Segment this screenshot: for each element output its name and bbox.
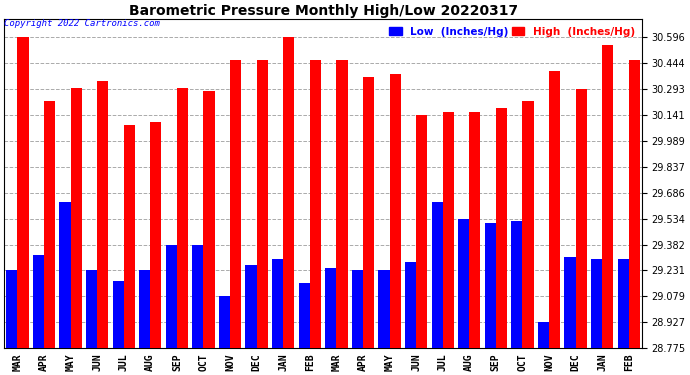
Bar (405, 262, 416, 348)
Bar (177, 88, 188, 348)
Bar (522, 101, 533, 348)
Bar (564, 257, 575, 348)
Title: Barometric Pressure Monthly High/Low 20220317: Barometric Pressure Monthly High/Low 202… (128, 4, 518, 18)
Bar (17, 37, 28, 348)
Bar (618, 259, 629, 348)
Bar (336, 60, 348, 348)
Bar (283, 37, 295, 348)
Bar (193, 245, 204, 348)
Bar (591, 259, 602, 348)
Bar (458, 219, 469, 348)
Bar (299, 282, 310, 348)
Bar (484, 223, 496, 348)
Bar (390, 74, 401, 348)
Bar (112, 281, 124, 348)
Bar (86, 270, 97, 348)
Bar (363, 78, 374, 348)
Bar (150, 122, 161, 348)
Bar (33, 255, 44, 348)
Bar (124, 125, 135, 348)
Bar (378, 270, 390, 348)
Bar (416, 115, 427, 348)
Bar (230, 60, 241, 348)
Bar (97, 81, 108, 348)
Bar (272, 259, 283, 348)
Text: Copyright 2022 Cartronics.com: Copyright 2022 Cartronics.com (4, 20, 160, 28)
Bar (352, 270, 363, 348)
Bar (431, 202, 443, 348)
Bar (325, 268, 336, 348)
Bar (70, 88, 82, 348)
Bar (204, 91, 215, 348)
Legend: Low  (Inches/Hg), High  (Inches/Hg): Low (Inches/Hg), High (Inches/Hg) (387, 24, 637, 39)
Bar (575, 89, 586, 348)
Bar (469, 112, 480, 348)
Bar (511, 221, 522, 348)
Bar (602, 45, 613, 348)
Bar (257, 60, 268, 348)
Bar (166, 245, 177, 348)
Bar (538, 322, 549, 348)
Bar (219, 296, 230, 348)
Bar (443, 112, 454, 348)
Bar (629, 60, 640, 348)
Bar (44, 101, 55, 348)
Bar (139, 270, 150, 348)
Bar (496, 108, 507, 348)
Bar (246, 266, 257, 348)
Bar (59, 202, 70, 348)
Bar (549, 70, 560, 348)
Bar (6, 270, 17, 348)
Bar (310, 60, 321, 348)
